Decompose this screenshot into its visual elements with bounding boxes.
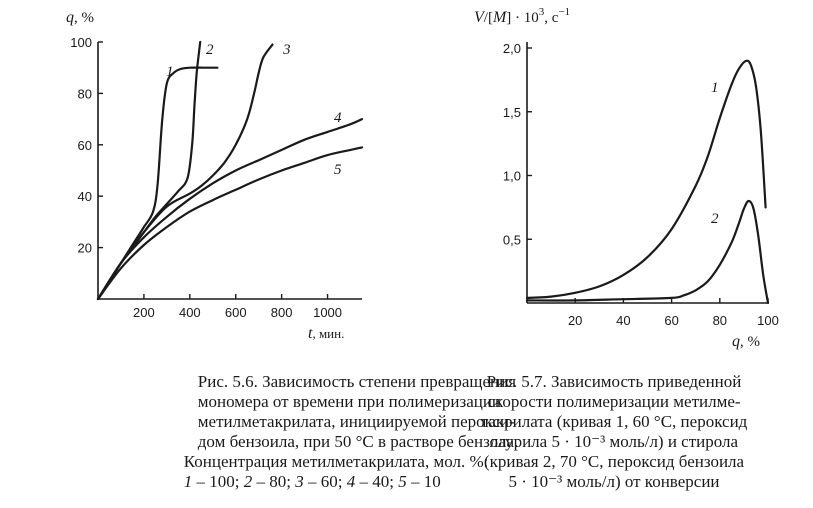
caption-line: (кривая 2, 70 °С, пероксид бензоила	[483, 452, 745, 471]
caption-line: Рис. 5.7. Зависимость приведенной	[486, 372, 742, 391]
caption-line: мономера от времени при полимеризации	[197, 392, 502, 411]
x-tick-label: 100	[757, 313, 779, 328]
x-tick-label: 60	[664, 313, 678, 328]
series-label-5: 5	[334, 162, 342, 178]
x-tick-label: 400	[179, 305, 201, 320]
y-tick-label: 2,0	[503, 41, 521, 56]
series-label-1: 1	[711, 80, 719, 96]
y-tick-label: 60	[78, 138, 92, 153]
caption-line: лаурила 5 · 10⁻³ моль/л) и стирола	[489, 432, 739, 451]
y-tick-label: 80	[78, 86, 92, 101]
y-tick-label: 40	[78, 189, 92, 204]
y-tick-label: 1,0	[503, 169, 521, 184]
caption-line: Рис. 5.6. Зависимость степени превращени…	[197, 372, 517, 391]
series-line-2	[525, 199, 770, 305]
legend-text-1: – 100;	[192, 472, 244, 491]
series-label-2: 2	[206, 42, 214, 58]
y-tick-label: 100	[70, 35, 92, 50]
legend-num-1: 1	[183, 472, 193, 491]
caption-line: такрилата (кривая 1, 60 °С, пероксид	[480, 412, 748, 431]
x-tick-label: 1000	[313, 305, 342, 320]
series-label-2: 2	[711, 211, 719, 227]
caption-legend-line: 1 – 100; 2 – 80; 3 – 60; 4 – 40; 5 – 10	[184, 472, 518, 492]
legend-num-5: 5	[398, 472, 407, 491]
series-line-2	[96, 40, 202, 301]
caption-line: Концентрация метилметакрилата, мол. %:	[183, 452, 489, 471]
series-label-1: 1	[166, 64, 174, 80]
right-x-axis-label: q, %	[732, 333, 760, 350]
legend-text-3: – 60;	[303, 472, 347, 491]
right-y-axis-label: V/[M] · 103, с−1	[474, 6, 570, 26]
series-line-4	[96, 118, 364, 301]
legend-text-5: – 10	[406, 472, 441, 491]
chart-rate-vs-conversion: 20 40 60 80 100 0,5 1,0 1,5 2,0 1 2 V/[M] · 103, …	[474, 6, 779, 350]
y-tick-label: 0,5	[503, 232, 521, 247]
legend-text-2: – 80;	[252, 472, 296, 491]
series-label-3: 3	[282, 42, 291, 58]
x-tick-label: 600	[225, 305, 247, 320]
x-tick-label: 200	[133, 305, 155, 320]
x-tick-label: 20	[568, 313, 582, 328]
x-tick-label: 800	[271, 305, 293, 320]
series-label-4: 4	[334, 110, 342, 126]
caption-line: метилметакрилата, инициируемой перокси-	[197, 412, 515, 431]
series-line-1	[525, 59, 767, 299]
legend-num-4: 4	[346, 472, 356, 491]
x-tick-label: 80	[713, 313, 727, 328]
y-tick-label: 20	[78, 241, 92, 256]
series-line-5	[96, 146, 364, 301]
caption-line: 5 · 10⁻³ моль/л) от конверсии	[508, 472, 720, 491]
legend-text-4: – 40;	[355, 472, 399, 491]
legend-num-2: 2	[243, 472, 253, 491]
series-line-3	[96, 43, 274, 301]
chart-conversion-vs-time: 200 400 600 800 1000 20 40 60 80 100 1 2 3 4 5 q, % t…	[66, 9, 364, 342]
caption-line: дом бензоила, при 50 °С в растворе бензо…	[197, 432, 519, 451]
x-tick-label: 40	[616, 313, 630, 328]
y-tick-label: 1,5	[503, 105, 521, 120]
series-line-1	[96, 66, 219, 301]
left-x-axis-label: t, мин.	[308, 325, 344, 342]
left-y-axis-label: q, %	[66, 9, 94, 26]
legend-num-3: 3	[295, 472, 304, 491]
caption-line: скорости полимеризации метилме-	[487, 392, 741, 411]
